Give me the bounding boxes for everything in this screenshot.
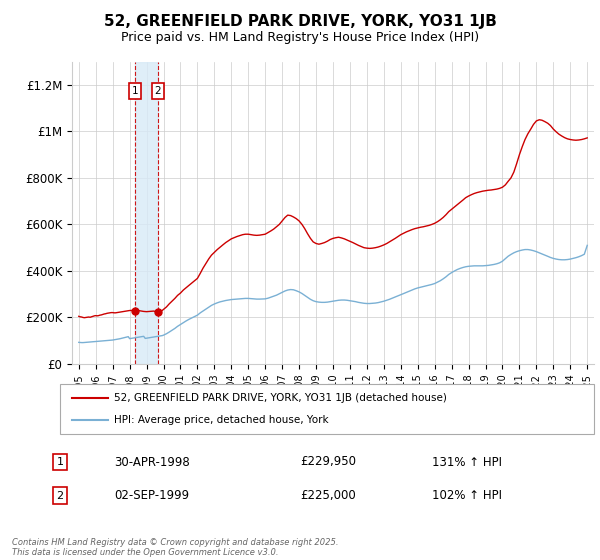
Text: £229,950: £229,950	[300, 455, 356, 469]
Text: Contains HM Land Registry data © Crown copyright and database right 2025.
This d: Contains HM Land Registry data © Crown c…	[12, 538, 338, 557]
Text: 1: 1	[132, 86, 139, 96]
Text: 131% ↑ HPI: 131% ↑ HPI	[432, 455, 502, 469]
Text: 52, GREENFIELD PARK DRIVE, YORK, YO31 1JB: 52, GREENFIELD PARK DRIVE, YORK, YO31 1J…	[104, 14, 496, 29]
Text: 2: 2	[56, 491, 64, 501]
Text: 52, GREENFIELD PARK DRIVE, YORK, YO31 1JB (detached house): 52, GREENFIELD PARK DRIVE, YORK, YO31 1J…	[114, 393, 447, 403]
Text: 2: 2	[155, 86, 161, 96]
Text: 102% ↑ HPI: 102% ↑ HPI	[432, 489, 502, 502]
Text: 1: 1	[56, 457, 64, 467]
Text: 02-SEP-1999: 02-SEP-1999	[114, 489, 189, 502]
Text: 30-APR-1998: 30-APR-1998	[114, 455, 190, 469]
Text: HPI: Average price, detached house, York: HPI: Average price, detached house, York	[114, 415, 329, 425]
Text: £225,000: £225,000	[300, 489, 356, 502]
Text: Price paid vs. HM Land Registry's House Price Index (HPI): Price paid vs. HM Land Registry's House …	[121, 31, 479, 44]
Bar	[135, 62, 158, 364]
